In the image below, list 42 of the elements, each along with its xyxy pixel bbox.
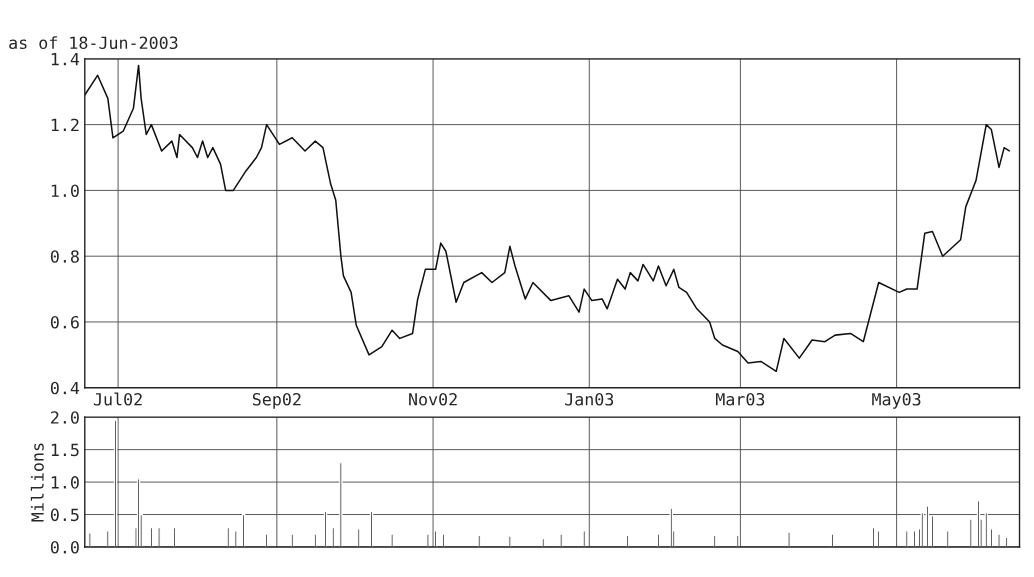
- bar: [946, 530, 950, 547]
- y-tick-label: 1.0: [51, 476, 79, 489]
- bar: [106, 530, 110, 547]
- line-series: [84, 64, 1011, 373]
- bar: [787, 531, 791, 547]
- x-tick-label: Jul02: [93, 392, 142, 406]
- y-axis-title: Millions: [30, 443, 44, 522]
- bar: [541, 537, 545, 547]
- bar: [969, 518, 973, 547]
- bar: [339, 461, 343, 547]
- bar: [331, 526, 335, 547]
- y-tick-label: 1.2: [51, 118, 79, 132]
- bar: [559, 533, 563, 547]
- y-tick-label: 0.8: [50, 250, 79, 263]
- bar: [508, 535, 512, 547]
- bar: [582, 530, 586, 547]
- bar: [905, 530, 909, 547]
- bar: [226, 526, 230, 547]
- y-tick-label: 1.4: [51, 53, 80, 66]
- y-tick-label: 1.0: [51, 184, 79, 198]
- y-tick-label: 1.5: [51, 443, 79, 457]
- bar: [234, 530, 238, 547]
- x-tick-label: May03: [872, 392, 921, 409]
- bar: [736, 534, 740, 547]
- bar: [357, 528, 361, 547]
- chart-subtitle: as of 18-Jun-2003: [9, 36, 178, 50]
- y-tick-label: 0.6: [50, 315, 79, 329]
- y-tick-label: 0.5: [50, 508, 79, 522]
- x-tick-label: Mar03: [716, 392, 765, 406]
- bar: [88, 532, 92, 547]
- y-tick-label: 0.0: [50, 541, 79, 554]
- bar: [920, 511, 924, 547]
- x-tick-label: Nov02: [409, 392, 457, 406]
- x-tick-label: Jan03: [565, 392, 614, 406]
- bar: [390, 533, 394, 547]
- y-tick-label: 2.0: [51, 411, 79, 424]
- bar: [157, 526, 161, 547]
- x-tick-label: Sep02: [252, 392, 301, 409]
- bar: [997, 533, 1001, 547]
- y-tick-label: 0.4: [50, 381, 80, 395]
- bar: [426, 533, 430, 547]
- bar: [477, 534, 481, 547]
